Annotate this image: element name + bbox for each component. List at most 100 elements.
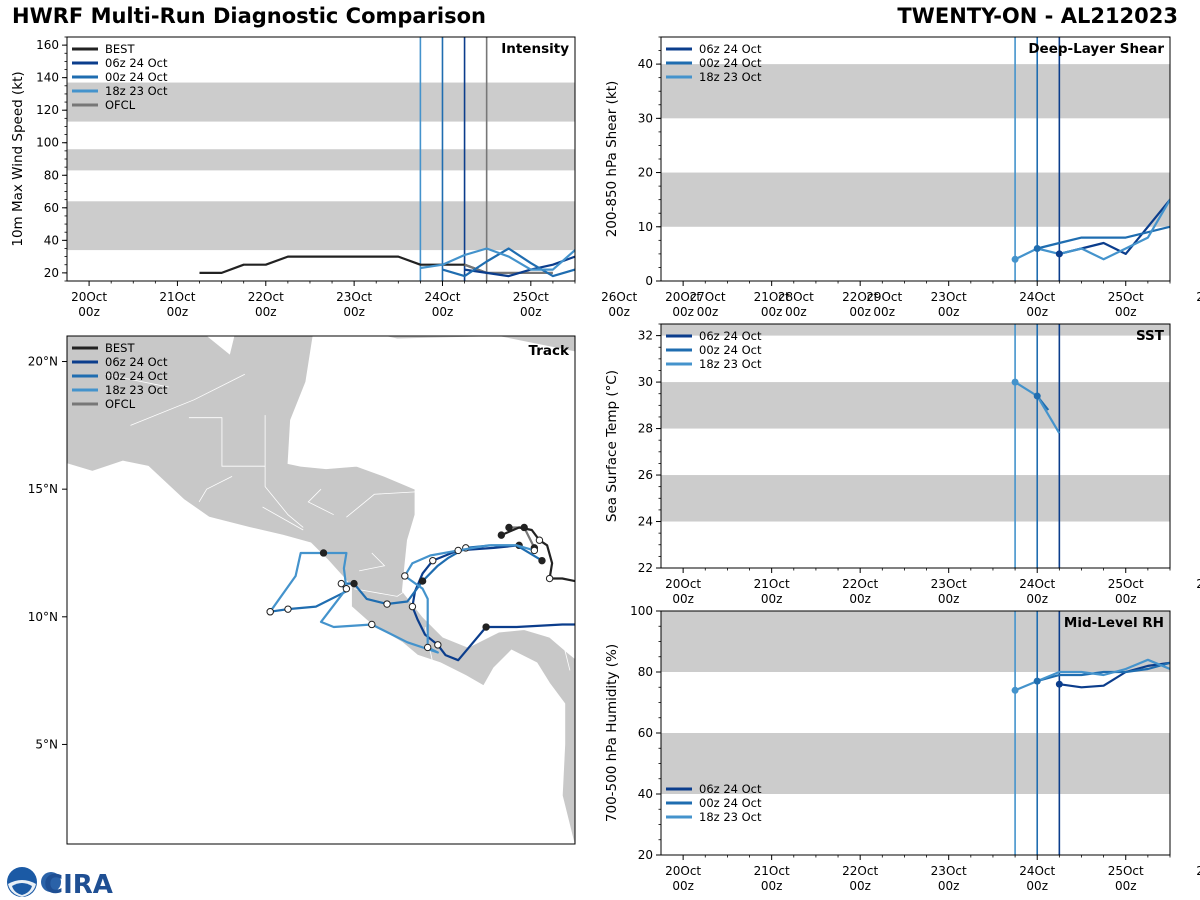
series-18z-23-oct <box>1014 658 1170 692</box>
x-tick-label: 20Oct 00z <box>665 577 701 606</box>
series-00z-24-oct <box>442 247 575 278</box>
shaded-band <box>661 382 1170 429</box>
track-point <box>497 531 506 539</box>
border-line <box>105 373 169 388</box>
series-18z-23-oct <box>1014 198 1170 261</box>
border-line <box>130 373 245 426</box>
y-tick-label: 0 <box>645 274 653 288</box>
x-tick-label: 27Oct 00z <box>690 290 726 319</box>
track-point <box>423 643 432 652</box>
track-point <box>337 579 346 588</box>
y-tick-label: 22 <box>638 561 653 575</box>
track-point <box>408 602 417 611</box>
track-point <box>266 607 274 616</box>
lat-tick-label: 15°N <box>28 482 58 496</box>
x-tick-label: 20Oct 00z <box>665 864 701 893</box>
panel-title: Intensity <box>501 41 569 57</box>
y-tick-label: 28 <box>638 422 653 436</box>
shaded-band <box>661 475 1170 522</box>
border-line <box>353 588 406 597</box>
x-tick-label: 22Oct 00z <box>842 577 878 606</box>
x-tick-label: 21Oct 00z <box>754 290 790 319</box>
y-tick-label: 80 <box>44 168 59 182</box>
y-tick-label: 120 <box>36 103 59 117</box>
legend-label: OFCL <box>105 98 136 112</box>
x-tick-label: 25Oct 00z <box>1108 864 1144 893</box>
y-tick-label: 20 <box>638 166 653 180</box>
x-tick-label: 28Oct 00z <box>778 290 814 319</box>
x-tick-label: 20Oct 00z <box>71 290 107 319</box>
panel-title: SST <box>1136 328 1165 344</box>
lat-tick-label: 20°N <box>28 355 58 369</box>
legend-label: OFCL <box>105 397 136 411</box>
y-tick-label: 140 <box>36 71 59 85</box>
track-point <box>434 641 442 649</box>
track-point <box>535 536 544 544</box>
legend-label: 06z 24 Oct <box>699 42 762 56</box>
chart-sst: 22 24 26 28 30 32 Sea Surface Temp (°C) 20Oct 00… <box>604 323 1200 606</box>
plot-area <box>661 37 1170 281</box>
legend-label: 06z 24 Oct <box>699 782 762 796</box>
y-axis-label: Sea Surface Temp (°C) <box>604 370 620 522</box>
border-line <box>307 488 334 516</box>
x-tick-label: 23Oct 00z <box>336 290 372 319</box>
border-line <box>346 491 418 518</box>
track-18z-23-oct <box>269 544 535 654</box>
shaded-band <box>661 733 1170 794</box>
track-point <box>350 579 358 588</box>
init-point-18z-23-oct <box>1011 255 1019 263</box>
track-point <box>429 556 437 565</box>
y-tick-label: 100 <box>36 136 59 150</box>
panel-title: Track <box>529 343 570 359</box>
init-point-18z-23-oct <box>1011 686 1019 694</box>
x-tick-label: 22Oct 00z <box>842 864 878 893</box>
track-point <box>538 556 546 565</box>
panel-title: Deep-Layer Shear <box>1028 41 1164 57</box>
legend-label: 18z 23 Oct <box>699 357 762 371</box>
track-point <box>612 603 618 609</box>
y-tick-label: 20 <box>638 848 653 862</box>
border-line <box>359 552 386 572</box>
series-ofcl <box>464 263 553 274</box>
track-point <box>545 574 554 583</box>
shaded-band <box>661 64 1170 119</box>
storm-id-title: TWENTY-ON - AL212023 <box>897 4 1178 28</box>
x-tick-label: 21Oct 00z <box>159 290 195 319</box>
track-point <box>579 578 585 584</box>
x-tick-label: 23Oct 00z <box>931 290 967 319</box>
legend-label: 18z 23 Oct <box>105 84 168 98</box>
x-tick-label: 24Oct 00z <box>424 290 460 319</box>
legend-label: 06z 24 Oct <box>105 355 168 369</box>
chart-rh: 20 40 60 80 100 700-500 hPa Humidity (%) 20Oct… <box>604 604 1200 893</box>
central-america-landmass <box>67 336 575 844</box>
track-point <box>401 572 409 580</box>
y-axis-label: 700-500 hPa Humidity (%) <box>604 644 620 822</box>
track-06z-24-oct <box>411 544 575 662</box>
shaded-band <box>67 201 575 251</box>
map-area <box>67 336 618 844</box>
y-tick-label: 30 <box>638 111 653 125</box>
track-point <box>585 621 591 627</box>
track-point <box>530 546 539 555</box>
track-best <box>500 526 575 583</box>
x-tick-label: 22Oct 00z <box>248 290 284 319</box>
legend-label: 00z 24 Oct <box>699 796 762 810</box>
legend-label: 06z 24 Oct <box>105 56 168 70</box>
border-line <box>262 506 304 531</box>
y-tick-label: 10 <box>638 220 653 234</box>
legend-label: 00z 24 Oct <box>699 56 762 70</box>
legend-label: 18z 23 Oct <box>105 383 168 397</box>
x-tick-label: 21Oct 00z <box>754 864 790 893</box>
x-tick-label: 25Oct 00z <box>1108 290 1144 319</box>
y-axis-label: 200-850 hPa Shear (kt) <box>604 81 620 238</box>
lat-tick-label: 5°N <box>35 737 58 751</box>
